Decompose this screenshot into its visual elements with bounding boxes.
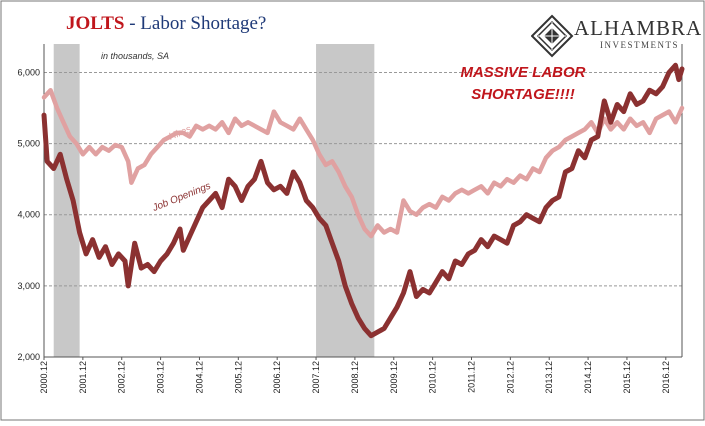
callout-annotation: MASSIVE LABOR SHORTAGE!!!! [448, 62, 598, 106]
axes: 2,000 3,000 4,000 5,000 6,000 2000.12 2001.12 2… [17, 44, 683, 394]
diamond-emblem-icon [531, 14, 574, 58]
y-tick-label: 2,000 [17, 352, 40, 362]
alhambra-logo [531, 14, 574, 58]
logo-tagline: INVESTMENTS [600, 40, 679, 50]
x-tick-label: 2008.12 [350, 361, 360, 394]
x-tick-label: 2015.12 [622, 361, 632, 394]
x-tick-label: 2012.12 [505, 361, 515, 394]
x-tick-label: 2016.12 [661, 361, 671, 394]
series-line-job-openings [41, 62, 685, 339]
gridlines [44, 71, 682, 287]
chart-title: JOLTS - Labor Shortage? [66, 13, 266, 35]
x-tick-label: 2011.12 [466, 361, 476, 393]
x-tick-label: 2007.12 [311, 361, 321, 394]
x-tick-label: 2002.12 [117, 361, 127, 394]
series-lines [41, 62, 685, 339]
logo-name: ALHAMBRA [574, 16, 703, 40]
x-tick-label: 2013.12 [544, 361, 554, 394]
title-part-jolts: JOLTS [66, 13, 125, 34]
callout-line-1: MASSIVE LABOR [460, 64, 586, 81]
x-tick-label: 2006.12 [272, 361, 282, 394]
x-tick-label: 2014.12 [583, 361, 593, 394]
y-tick-label: 4,000 [17, 210, 40, 220]
x-tick-label: 2010.12 [428, 361, 438, 394]
x-tick-label: 2004.12 [194, 361, 204, 394]
chart-subtitle: in thousands, SA [101, 51, 170, 61]
x-tick-label: 2009.12 [389, 361, 399, 394]
y-tick-label: 5,000 [17, 139, 40, 149]
recession-bands [53, 44, 375, 357]
x-tick-label: 2000.12 [39, 361, 49, 394]
x-tick-label: 2001.12 [78, 361, 88, 394]
callout-line-2: SHORTAGE!!!! [471, 86, 575, 103]
x-tick-label: 2003.12 [156, 361, 166, 394]
recession-band-0 [53, 44, 80, 357]
series-line-hires [41, 87, 685, 239]
x-tick-label: 2005.12 [233, 361, 243, 394]
y-tick-label: 3,000 [17, 281, 40, 291]
y-tick-label: 6,000 [17, 67, 40, 77]
title-part-question: - Labor Shortage? [124, 13, 267, 34]
recession-band-1 [316, 44, 375, 357]
